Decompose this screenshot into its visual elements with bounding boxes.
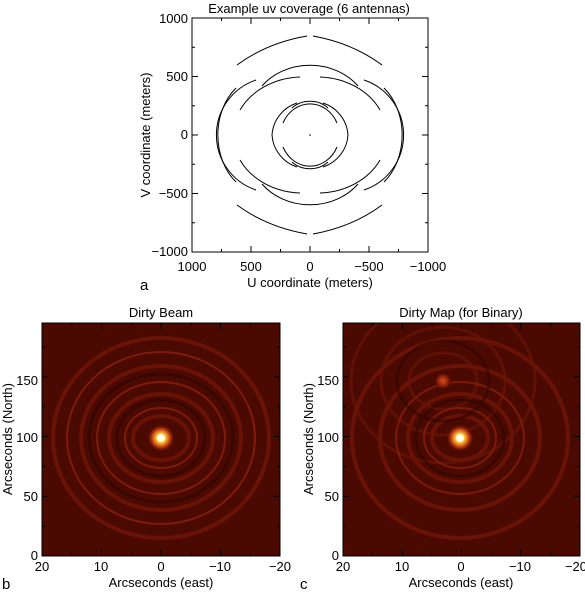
- panel-b-ylabel: Arcseconds (North): [0, 383, 15, 495]
- uv-track: [271, 134, 298, 168]
- beam-peak-core: [157, 434, 165, 442]
- x-tick-label: 10: [395, 559, 409, 574]
- y-tick-label: 150: [317, 373, 339, 388]
- uv-track: [312, 35, 383, 66]
- uv-track: [322, 102, 349, 136]
- panel-c-letter: c: [300, 576, 308, 592]
- panel-a-ylabel: V coordinate (meters): [138, 73, 153, 198]
- y-tick-label: 0: [31, 548, 38, 563]
- uv-track: [236, 204, 308, 235]
- uv-tracks: [215, 35, 405, 235]
- uv-track: [282, 103, 338, 124]
- x-tick-label: 10: [94, 559, 108, 574]
- uv-track: [312, 204, 383, 235]
- x-tick-label: −20: [269, 559, 291, 574]
- uv-track: [383, 87, 403, 183]
- panel-a-xlabel: U coordinate (meters): [247, 275, 373, 290]
- x-tick-label: −20: [565, 559, 585, 574]
- primary-source-core: [456, 434, 464, 442]
- dirty-beam-pattern: [51, 336, 271, 540]
- uv-track: [239, 76, 301, 111]
- panel-b-letter: b: [2, 576, 10, 592]
- panel-b-tick-labels: 20 10 0 −10 −20 0 50 100 150: [16, 373, 291, 574]
- panel-a-letter: a: [140, 277, 149, 294]
- uv-track: [319, 76, 381, 111]
- panel-b-title: Dirty Beam: [129, 305, 193, 320]
- x-tick-label: 20: [336, 559, 350, 574]
- y-tick-label: 100: [16, 430, 38, 445]
- uv-track: [236, 35, 308, 66]
- panel-b-xlabel: Arcseconds (east): [109, 575, 214, 590]
- y-tick-label: 50: [325, 489, 339, 504]
- y-tick-label: 150: [16, 373, 38, 388]
- uv-track: [291, 161, 329, 170]
- panel-a-title: Example uv coverage (6 antennas): [208, 1, 410, 16]
- y-tick-label: 50: [24, 489, 38, 504]
- uv-track: [363, 79, 405, 191]
- y-tick-label: 0: [332, 548, 339, 563]
- uv-track: [215, 79, 257, 191]
- y-tick-label: 100: [317, 430, 339, 445]
- y-tick-label: 500: [166, 69, 188, 84]
- y-tick-label: 1000: [159, 11, 188, 26]
- y-tick-label: −500: [159, 186, 188, 201]
- panel-c-ylabel: Arcseconds (North): [301, 383, 316, 495]
- panel-a-ticks: [191, 17, 429, 253]
- x-tick-label: 0: [306, 259, 313, 274]
- panel-a: Example uv coverage (6 antennas) 1000 50…: [138, 1, 446, 294]
- panel-b: Dirty Beam 20 10: [0, 305, 291, 592]
- uv-track: [291, 100, 329, 109]
- x-tick-label: −10: [209, 559, 231, 574]
- panel-c-title: Dirty Map (for Binary): [399, 305, 523, 320]
- x-tick-label: −10: [509, 559, 531, 574]
- uv-track: [271, 102, 298, 136]
- dirty-map-pattern: [349, 323, 570, 540]
- x-tick-label: −500: [354, 259, 383, 274]
- uv-track: [261, 64, 359, 87]
- panel-c-tick-labels: 20 10 0 −10 −20 0 50 100 150: [317, 373, 585, 574]
- panel-c: Dirty Map (for Binary): [300, 305, 585, 592]
- x-tick-label: −1000: [410, 259, 447, 274]
- x-tick-label: 1000: [178, 259, 207, 274]
- x-tick-label: 20: [35, 559, 49, 574]
- panel-a-tick-labels: 1000 500 0 −500 −1000 1000 500 0 −500 −1…: [151, 11, 446, 274]
- panel-c-xlabel: Arcseconds (east): [409, 575, 514, 590]
- uv-track: [217, 87, 237, 183]
- x-tick-label: 0: [457, 559, 464, 574]
- uv-track: [261, 183, 359, 206]
- x-tick-label: 0: [157, 559, 164, 574]
- y-tick-label: 0: [181, 127, 188, 142]
- uv-track: [239, 159, 301, 194]
- x-tick-label: 500: [240, 259, 262, 274]
- panel-b-ticks: [41, 323, 281, 556]
- uv-track: [322, 134, 349, 168]
- uv-track: [319, 159, 381, 194]
- y-tick-label: −1000: [151, 244, 188, 259]
- secondary-source: [434, 372, 452, 390]
- uv-track: [282, 146, 338, 167]
- panel-c-ticks: [342, 323, 581, 556]
- uv-origin-point: [309, 134, 311, 136]
